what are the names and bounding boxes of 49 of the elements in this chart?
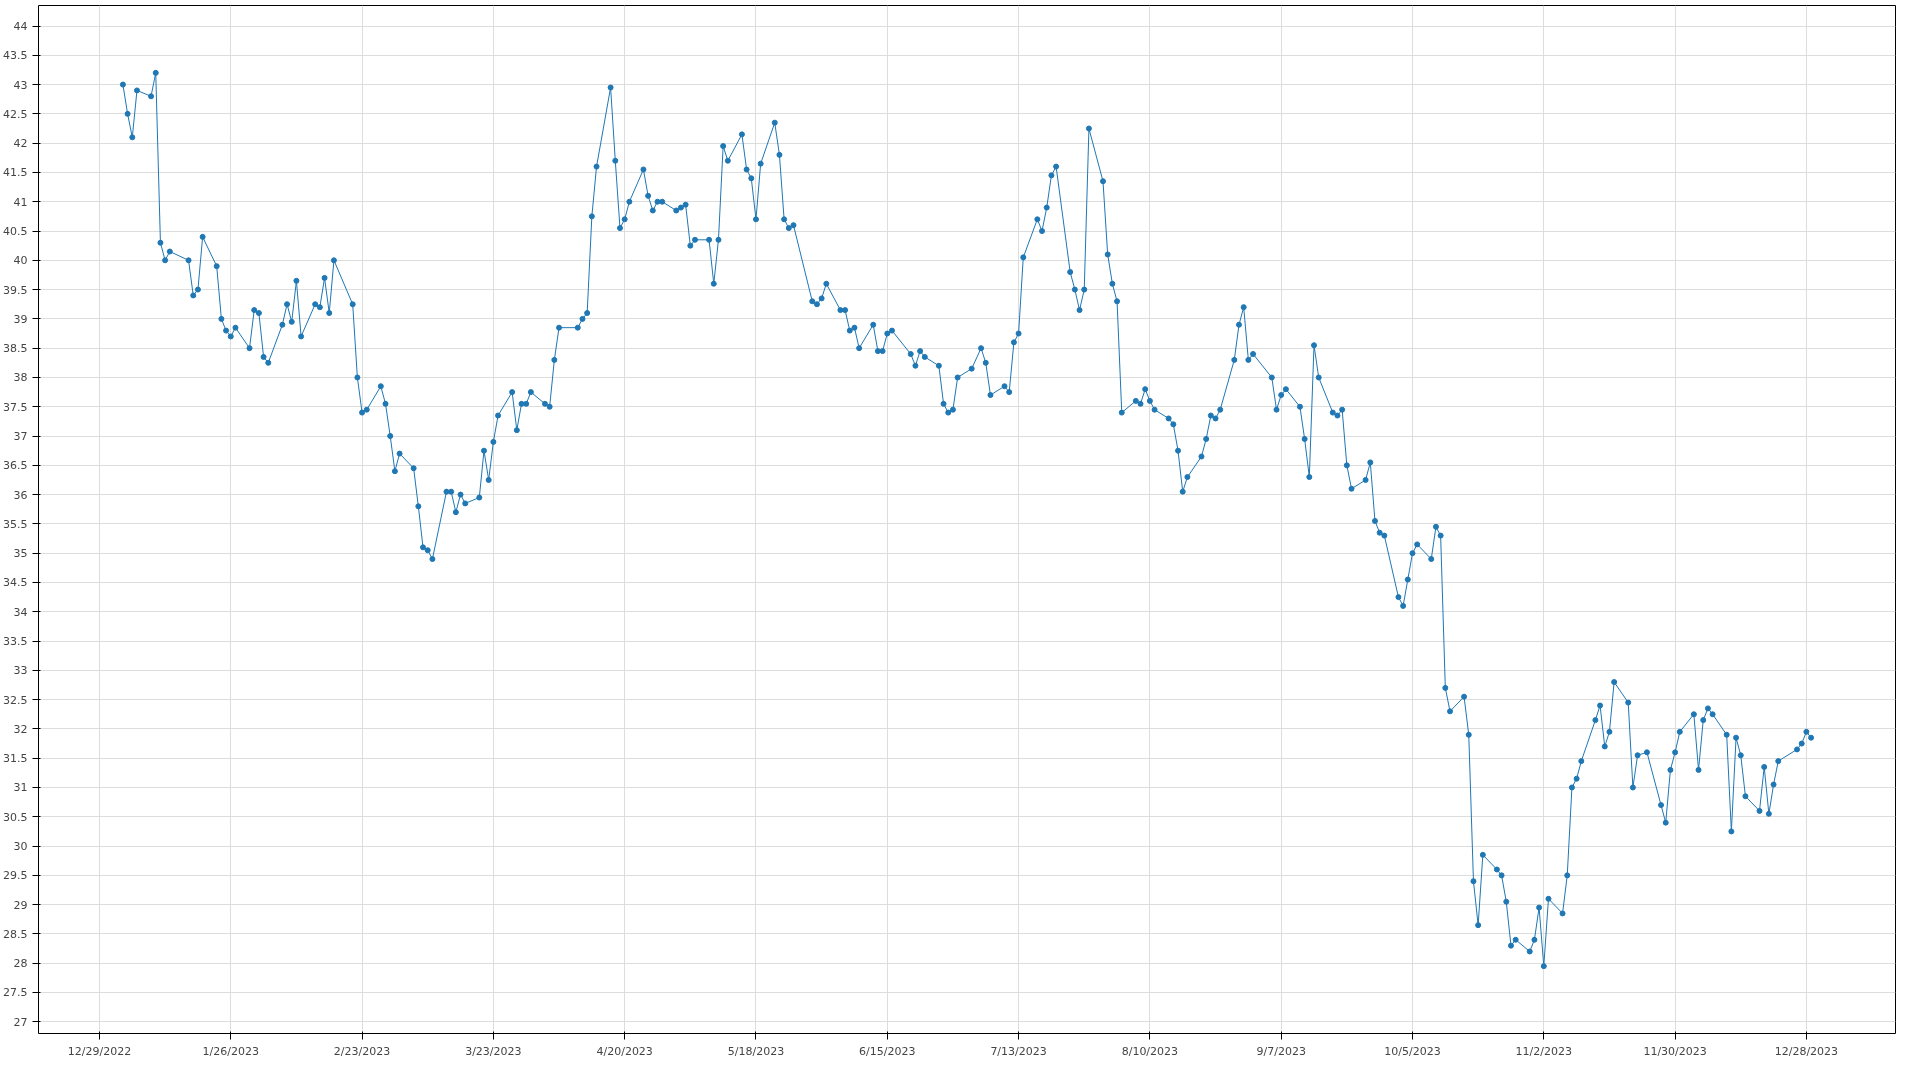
y-tick-label: 41.5 [3, 166, 28, 180]
y-tick-label: 35 [13, 547, 28, 561]
x-tick-label: 12/28/2023 [1774, 1044, 1839, 1058]
y-tick-label: 40.5 [3, 225, 28, 239]
y-tick-label: 34.5 [3, 576, 28, 590]
x-tick-label: 1/26/2023 [202, 1044, 259, 1058]
x-tick-label: 4/20/2023 [596, 1044, 653, 1058]
y-tick-label: 28.5 [3, 927, 28, 941]
y-tick-label: 27.5 [3, 986, 28, 1000]
y-tick-label: 36.5 [3, 459, 28, 473]
y-tick-label: 37.5 [3, 400, 28, 414]
x-tick-label: 2/23/2023 [333, 1044, 391, 1058]
y-tick-label: 44 [13, 20, 28, 33]
x-tick-label: 3/23/2023 [465, 1044, 522, 1058]
x-tick-label: 5/18/2023 [727, 1044, 785, 1058]
y-tick-label: 31 [13, 781, 28, 795]
y-tick-label: 40 [13, 254, 28, 268]
y-tick-label: 31.5 [3, 752, 28, 766]
x-tick-label: 12/29/2022 [67, 1044, 132, 1058]
y-tick-label: 42.5 [3, 107, 28, 121]
y-tick-label: 32.5 [3, 693, 28, 707]
y-tick-label: 29.5 [3, 869, 28, 883]
y-tick-label: 33 [13, 664, 28, 678]
y-tick-label: 34 [13, 605, 28, 619]
y-tick-label: 41 [13, 195, 28, 209]
x-tick-label: 11/2/2023 [1515, 1044, 1572, 1058]
y-tick-label: 36 [13, 488, 28, 502]
x-tick-label: 6/15/2023 [859, 1044, 916, 1058]
y-tick-label: 39 [13, 312, 28, 326]
y-tick-label: 29 [13, 898, 28, 912]
y-tick-label: 32 [13, 722, 28, 736]
y-tick-label: 28 [13, 957, 28, 971]
y-tick-label: 43 [13, 78, 28, 92]
x-tick-label: 8/10/2023 [1121, 1044, 1179, 1058]
y-tick-label: 27 [13, 1015, 28, 1029]
y-tick-label: 35.5 [3, 517, 28, 531]
y-tick-label: 42 [13, 137, 28, 151]
y-tick-label: 38.5 [3, 342, 28, 356]
y-tick-label: 38 [13, 371, 28, 385]
y-tick-label: 39.5 [3, 283, 28, 297]
x-tick-label: 9/7/2023 [1256, 1044, 1306, 1058]
y-tick-label: 33.5 [3, 635, 28, 649]
x-tick-label: 7/13/2023 [990, 1044, 1047, 1058]
y-tick-label: 37 [13, 430, 28, 444]
y-tick-label: 43.5 [3, 49, 28, 63]
y-tick-label: 30 [13, 840, 28, 854]
x-tick-label: 10/5/2023 [1384, 1044, 1441, 1058]
y-tick-label: 30.5 [3, 810, 28, 824]
x-tick-label: 11/30/2023 [1643, 1044, 1707, 1058]
